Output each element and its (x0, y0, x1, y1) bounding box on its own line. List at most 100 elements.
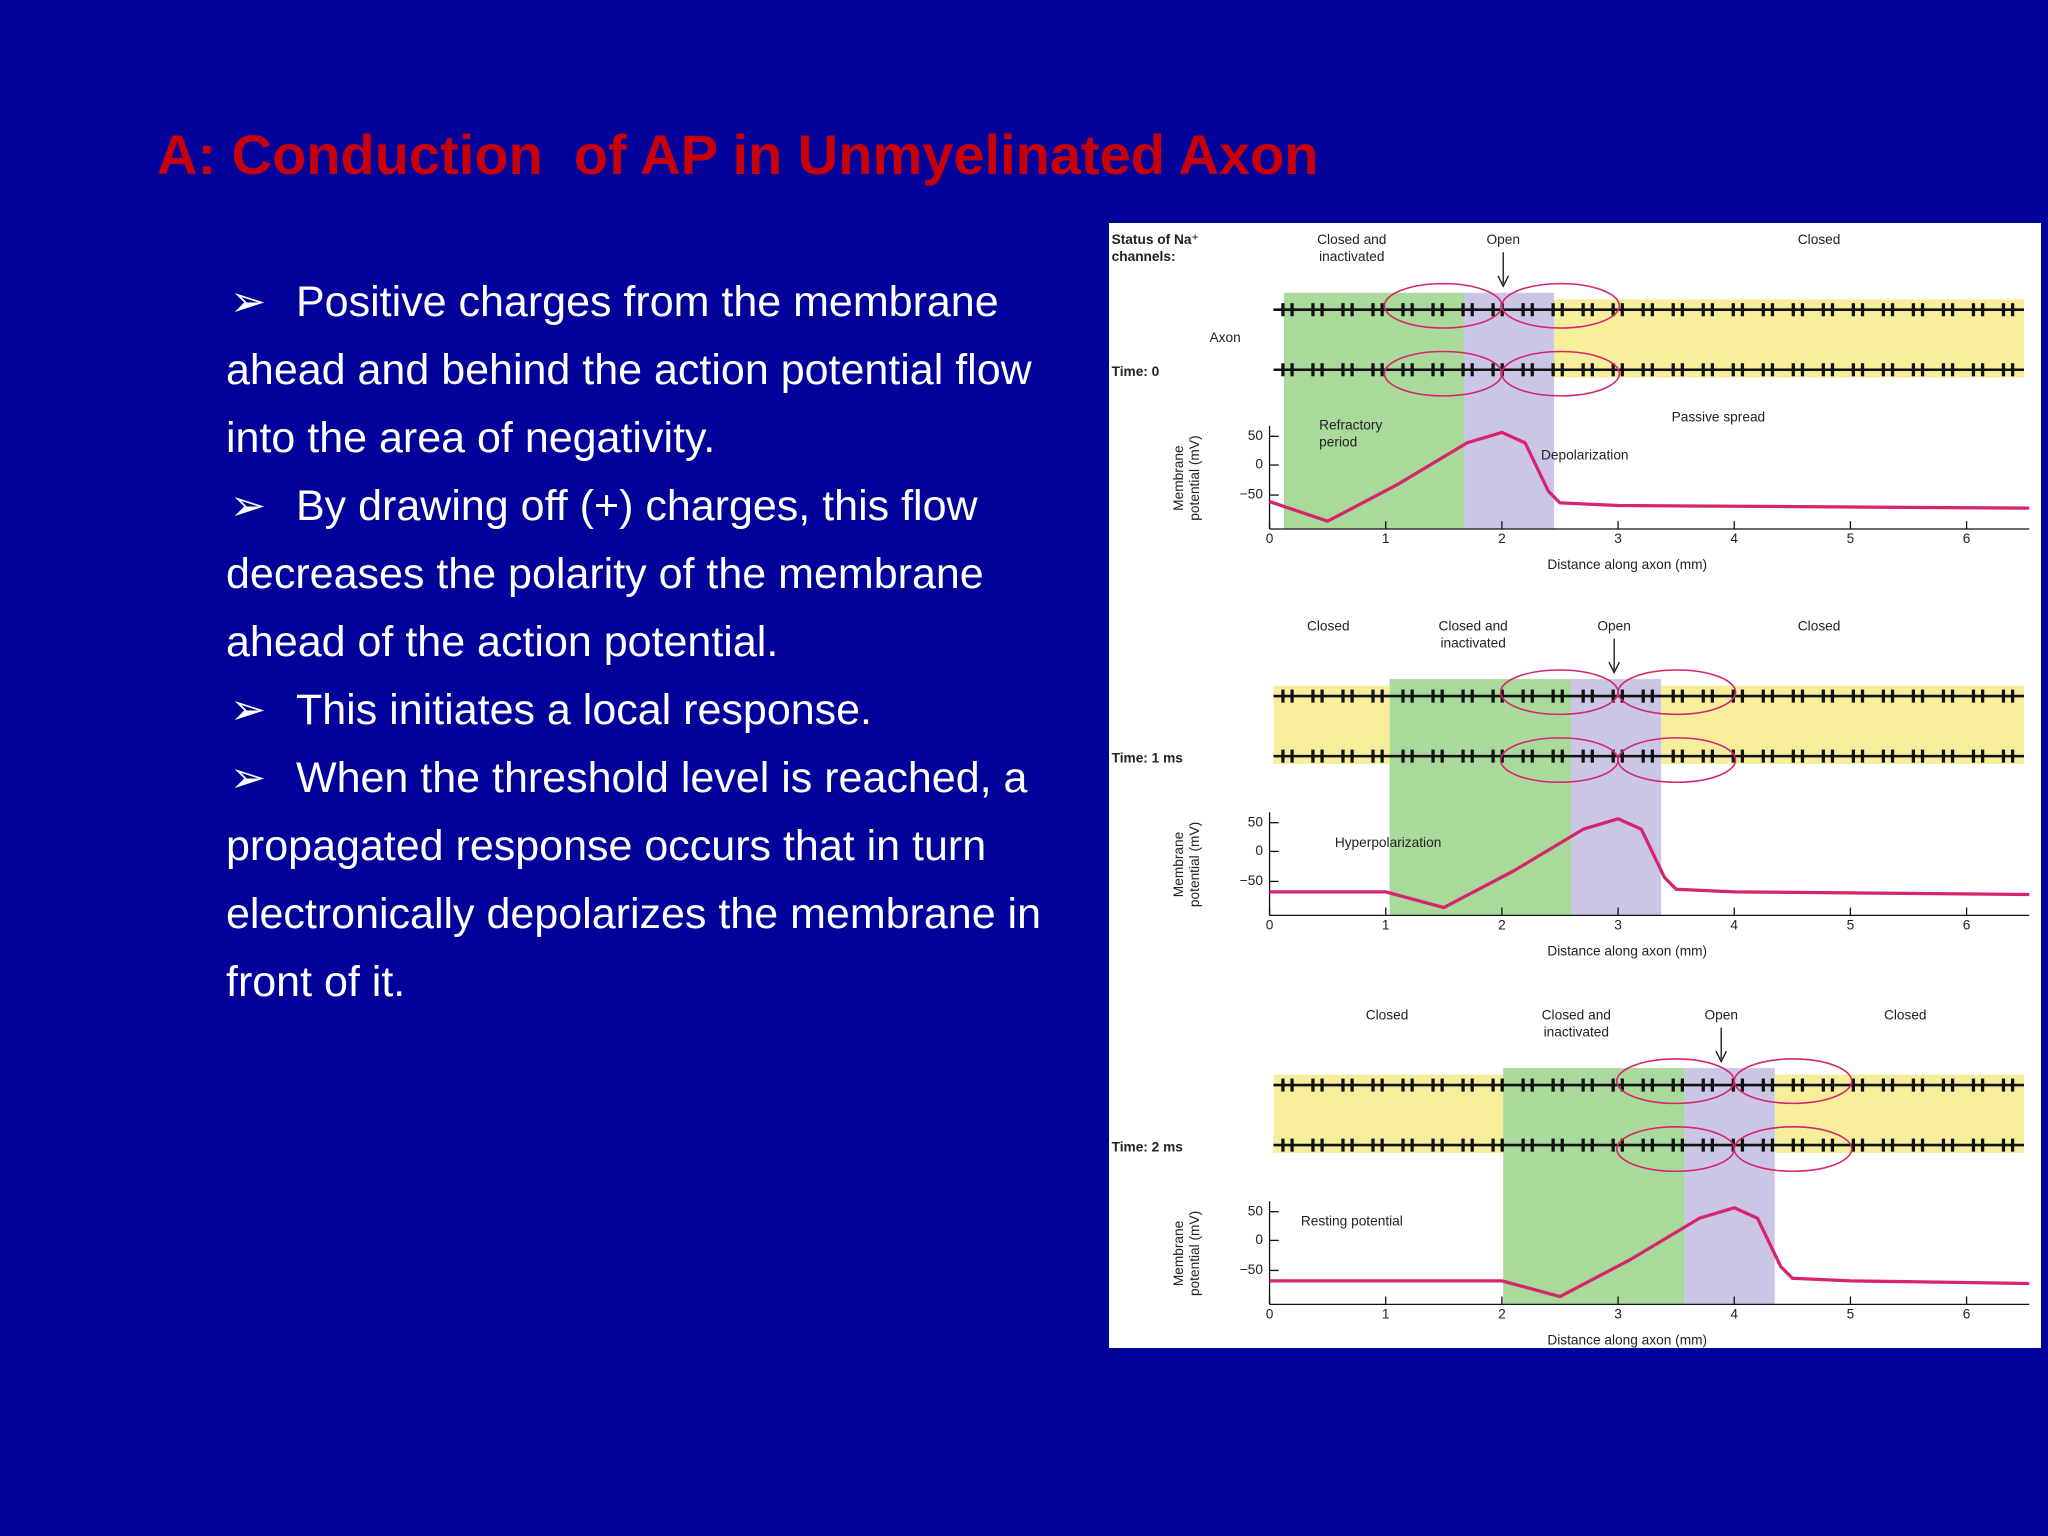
channel (1470, 1078, 1474, 1092)
x-axis-label: Distance along axon (mm) (1547, 1333, 1707, 1348)
channel (1830, 1138, 1835, 1152)
channel (1830, 363, 1835, 377)
x-axis-label: Distance along axon (mm) (1547, 557, 1707, 572)
channel (1560, 1138, 1564, 1152)
channel (1620, 1138, 1624, 1152)
channel (1641, 749, 1645, 763)
channel (1701, 1138, 1705, 1152)
channel (1380, 1078, 1384, 1092)
channel (1440, 1138, 1444, 1152)
channel (1431, 749, 1435, 763)
depolarized-zone (1571, 679, 1662, 916)
channel (1590, 749, 1594, 763)
status-heading: Status of Na⁺ (1112, 232, 1199, 247)
channel (1500, 1138, 1504, 1152)
channel (2001, 303, 2006, 317)
channel (1461, 1138, 1465, 1152)
channel (1341, 689, 1345, 703)
channel (1800, 1138, 1805, 1152)
channel (1491, 363, 1495, 377)
channel (1320, 363, 1324, 377)
channel (1950, 689, 1955, 703)
channel (1911, 1078, 1916, 1092)
channel (1320, 689, 1324, 703)
channel (1470, 303, 1474, 317)
channel (1761, 1078, 1765, 1092)
current-loop (1617, 669, 1737, 716)
potential-curve (1269, 430, 2030, 523)
channel (1971, 363, 1976, 377)
current-loop (1501, 350, 1621, 397)
channel (1560, 1078, 1564, 1092)
channel (1401, 749, 1405, 763)
channel (1521, 1138, 1525, 1152)
channel (1581, 689, 1585, 703)
channel (1800, 1078, 1805, 1092)
channel (1740, 303, 1745, 317)
channel (1530, 303, 1534, 317)
channel (1281, 1078, 1285, 1092)
channel (1410, 689, 1414, 703)
x-tick-label: 2 (1498, 531, 1506, 546)
channel (1650, 1138, 1654, 1152)
annotation: period (1319, 434, 1357, 449)
channel (1281, 689, 1285, 703)
channel (2010, 303, 2015, 317)
channel (1491, 1078, 1495, 1092)
channel (1821, 689, 1825, 703)
channel (2001, 363, 2006, 377)
channel (1710, 689, 1715, 703)
channel (1551, 303, 1555, 317)
annotation: Depolarization (1541, 448, 1629, 463)
channel (1641, 303, 1645, 317)
y-tick-label: 0 (1255, 1232, 1263, 1247)
channel-status: Open (1597, 619, 1630, 634)
channel-status: Open (1486, 232, 1519, 247)
channel (1920, 749, 1925, 763)
channel (1980, 303, 1985, 317)
channel (1320, 303, 1324, 317)
channel (1440, 303, 1444, 317)
open-arrow-head (1608, 661, 1620, 675)
channel (1371, 749, 1375, 763)
y-tick-label: 0 (1255, 843, 1263, 858)
channel (1710, 363, 1715, 377)
channel (1440, 363, 1444, 377)
channel (1590, 1078, 1594, 1092)
refractory-zone (1503, 1068, 1685, 1305)
channel (1341, 303, 1345, 317)
channel (1410, 749, 1414, 763)
y-tick-label: −50 (1240, 487, 1264, 502)
channel (1281, 303, 1285, 317)
annotation: Resting potential (1301, 1214, 1403, 1229)
channel (1791, 303, 1795, 317)
x-tick-label: 4 (1730, 1306, 1738, 1321)
channel (1380, 749, 1384, 763)
x-tick-label: 6 (1963, 1306, 1971, 1321)
channel (1371, 363, 1375, 377)
channel (1710, 1138, 1715, 1152)
channel (1530, 1078, 1534, 1092)
channel (1290, 363, 1294, 377)
channel (1971, 749, 1976, 763)
channel (1461, 363, 1465, 377)
channel (1620, 303, 1624, 317)
channel (1740, 689, 1745, 703)
channel (1341, 749, 1345, 763)
channel (1680, 749, 1684, 763)
channel (1881, 303, 1886, 317)
x-tick-label: 3 (1614, 1306, 1622, 1321)
x-tick-label: 6 (1963, 531, 1971, 546)
channel-status: inactivated (1440, 635, 1505, 650)
open-arrow-head (1715, 1050, 1728, 1064)
channel (1431, 689, 1435, 703)
channel (1671, 1078, 1675, 1092)
channel (1740, 1138, 1745, 1152)
channel (1590, 363, 1594, 377)
channel (1671, 363, 1675, 377)
channel (1791, 1138, 1795, 1152)
channel (1440, 689, 1444, 703)
y-axis-label: Membrane potential (mV) (1171, 435, 1202, 520)
channel (1290, 1138, 1294, 1152)
